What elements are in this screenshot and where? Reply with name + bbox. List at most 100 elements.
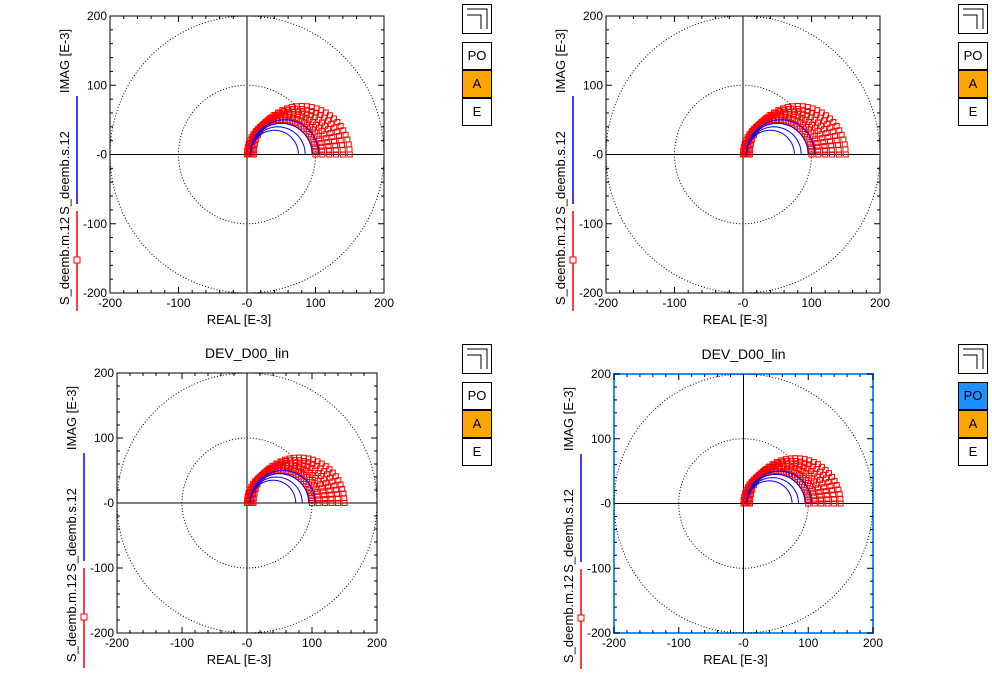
data-point-m <box>823 492 830 499</box>
data-point-m <box>328 500 335 506</box>
corner-layout-icon[interactable] <box>958 4 988 34</box>
data-point-m <box>828 147 835 154</box>
data-point-m <box>337 481 344 488</box>
data-point-m <box>833 482 840 489</box>
x-tick-label: -100 <box>662 296 686 310</box>
data-point-m <box>822 151 829 158</box>
y-tick-label: -0 <box>103 496 114 510</box>
data-point-m <box>818 500 825 507</box>
data-point-m <box>808 151 815 158</box>
data-point-m <box>803 134 810 141</box>
data-point-m <box>334 495 341 502</box>
data-point-m <box>321 492 328 499</box>
y-tick-label: -0 <box>600 497 611 511</box>
data-point-m <box>312 147 319 154</box>
data-point-m <box>816 131 823 138</box>
data-point-m <box>821 484 828 491</box>
data-point-m <box>821 147 828 154</box>
po-button[interactable]: PO <box>958 42 988 70</box>
data-point-m <box>308 496 315 503</box>
x-tick-label: 200 <box>374 296 394 310</box>
data-point-m <box>810 489 817 496</box>
data-point-m <box>321 496 328 503</box>
x-tick-label: -0 <box>242 296 253 310</box>
data-point-m <box>315 500 322 506</box>
data-point-m <box>263 119 270 126</box>
e-button[interactable]: E <box>958 438 988 466</box>
data-point-m <box>310 482 317 489</box>
a-button[interactable]: A <box>958 410 988 438</box>
legend-m-label: S_deemb.m.12 <box>553 217 568 305</box>
data-point-m <box>341 500 348 506</box>
data-point-m <box>322 500 328 506</box>
x-tick-label: -0 <box>242 636 253 650</box>
x-tick-label: -200 <box>594 296 618 310</box>
data-point-m <box>826 138 833 145</box>
corner-layout-icon[interactable] <box>958 344 988 374</box>
data-point-m <box>758 470 765 477</box>
e-button[interactable]: E <box>462 438 492 466</box>
data-point-m <box>317 139 324 146</box>
data-point-m <box>319 151 326 158</box>
data-point-m <box>817 496 824 503</box>
data-point-m <box>316 136 323 143</box>
x-tick-label: 200 <box>863 636 883 650</box>
y-axis-title: IMAG [E-3] <box>553 29 568 93</box>
corner-layout-icon[interactable] <box>462 4 492 34</box>
data-point-m <box>821 143 828 150</box>
data-point-m <box>318 484 325 491</box>
data-point-m <box>326 151 333 158</box>
data-point-m <box>346 151 353 158</box>
data-point-m <box>827 483 834 490</box>
y-tick-label: 100 <box>87 78 107 92</box>
data-point-m <box>805 500 812 507</box>
data-point-m <box>335 500 341 506</box>
data-point-m <box>820 139 827 146</box>
po-button[interactable]: PO <box>462 382 492 410</box>
y-tick-label: -100 <box>579 217 603 231</box>
x-tick-label: -100 <box>166 296 190 310</box>
a-button[interactable]: A <box>462 70 492 98</box>
data-point-m <box>806 457 813 464</box>
po-button[interactable]: PO <box>958 382 988 410</box>
data-point-m <box>810 493 817 500</box>
data-point-m <box>816 488 823 495</box>
legend-m-label: S_deemb.m.12 <box>561 575 576 663</box>
legend-m-marker <box>569 256 577 264</box>
data-point-m <box>320 131 327 138</box>
corner-layout-icon[interactable] <box>462 344 492 374</box>
data-point-m <box>822 112 829 119</box>
data-point-m <box>314 492 321 499</box>
e-button[interactable]: E <box>958 98 988 126</box>
y-tick-label: 200 <box>94 366 114 380</box>
data-point-m <box>330 115 337 122</box>
po-button[interactable]: PO <box>462 42 492 70</box>
data-point-m <box>759 119 766 126</box>
data-point-m <box>311 144 318 151</box>
x-tick-label: -200 <box>602 636 626 650</box>
legend-s-label: S_deemb.s.12 <box>553 131 568 215</box>
data-point-m <box>813 481 820 488</box>
data-point-m <box>322 135 329 142</box>
x-tick-label: 200 <box>367 636 387 650</box>
data-point-m <box>329 134 336 141</box>
data-point-m <box>808 486 815 493</box>
y-axis-title: IMAG [E-3] <box>561 387 576 451</box>
y-tick-label: -200 <box>579 286 603 300</box>
x-tick-label: -200 <box>98 296 122 310</box>
data-point-m <box>822 488 829 495</box>
data-point-m <box>326 466 333 473</box>
y-tick-label: 200 <box>583 9 603 23</box>
data-point-m <box>817 492 824 499</box>
a-button[interactable]: A <box>462 410 492 438</box>
e-button[interactable]: E <box>462 98 492 126</box>
data-point-m <box>812 136 819 143</box>
data-point-m <box>316 481 323 488</box>
data-point-m <box>805 479 812 486</box>
a-button[interactable]: A <box>958 70 988 98</box>
chart-title: DEV_D00_lin <box>205 345 289 361</box>
data-point-m <box>326 112 333 119</box>
data-line-s <box>249 469 316 504</box>
data-point-m <box>807 144 814 151</box>
